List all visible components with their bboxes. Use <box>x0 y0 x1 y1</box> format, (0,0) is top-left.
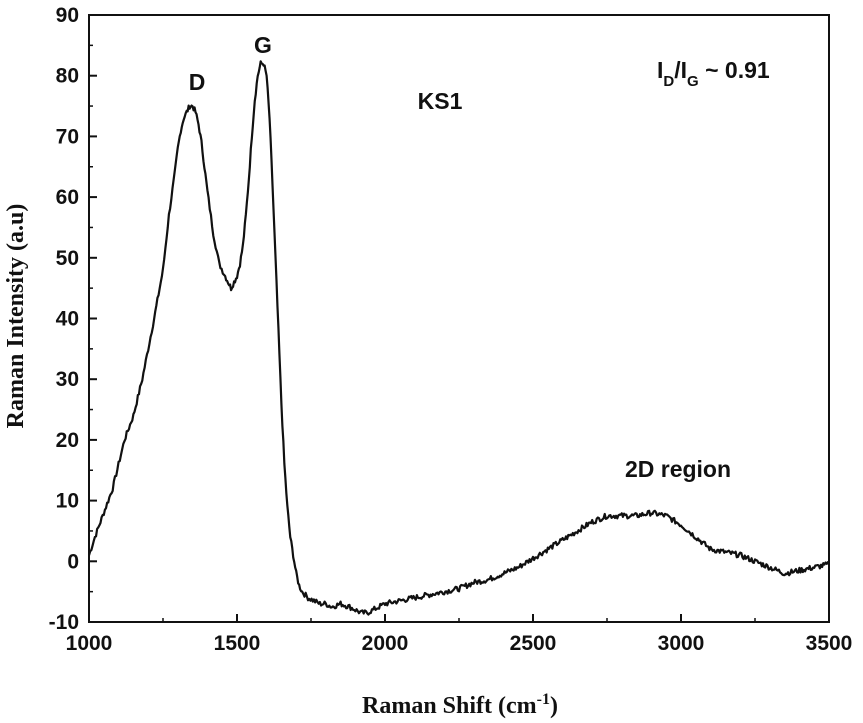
y-tick-label: 60 <box>56 186 79 209</box>
x-axis-title-close: ) <box>550 693 558 719</box>
y-tick-label: 0 <box>67 550 79 573</box>
plot-frame <box>88 14 830 623</box>
ratio-slash-i: /I <box>674 57 687 83</box>
y-tick-label: 40 <box>56 308 79 331</box>
x-tick-label: 3000 <box>658 632 705 655</box>
series-line-ks1 <box>87 60 830 616</box>
ratio-i: I <box>657 57 663 83</box>
x-tick-label: 1000 <box>66 632 113 655</box>
x-tick-label: 2000 <box>362 632 409 655</box>
ratio-sub-d: D <box>663 73 674 90</box>
series-group <box>87 60 830 616</box>
peak-label-g: G <box>254 32 272 58</box>
ratio-value: ~ 0.91 <box>699 57 770 83</box>
peak-label-d: D <box>189 69 206 95</box>
y-tick-label: 20 <box>56 429 79 452</box>
x-axis-title-sup: -1 <box>537 691 550 708</box>
y-tick-label: 70 <box>56 125 79 148</box>
x-tick-label: 2500 <box>510 632 557 655</box>
y-tick-label: 80 <box>56 65 79 88</box>
y-tick-label: 30 <box>56 368 79 391</box>
x-axis-title-main: Raman Shift (cm <box>362 693 537 719</box>
y-axis-title: Raman Intensity (a.u) <box>3 204 29 429</box>
y-tick-label: 90 <box>56 4 79 27</box>
ratio-label: ID/IG ~ 0.91 <box>657 57 770 90</box>
sample-label: KS1 <box>418 88 463 114</box>
y-tick-label: 50 <box>56 247 79 270</box>
region-2d-label: 2D region <box>625 456 731 482</box>
x-axis-ticks: 1000 1500 2000 2500 3000 3500 <box>66 614 853 655</box>
y-tick-label: -10 <box>49 611 79 634</box>
x-tick-label: 3500 <box>806 632 853 655</box>
y-tick-label: 10 <box>56 490 79 513</box>
ratio-sub-g: G <box>687 73 699 90</box>
x-axis-title: Raman Shift (cm-1) <box>362 691 558 719</box>
x-tick-label: 1500 <box>214 632 261 655</box>
